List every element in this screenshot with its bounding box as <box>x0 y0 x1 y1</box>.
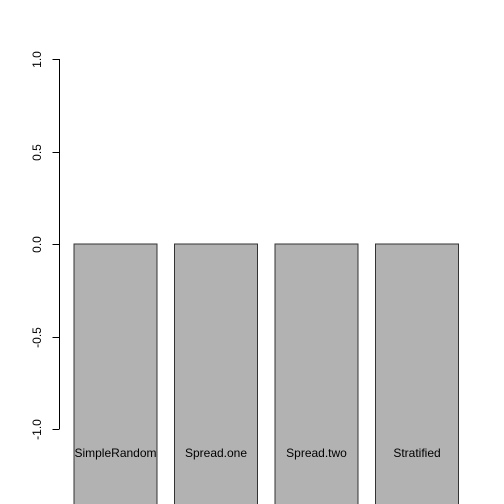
y-tick-label: 1.0 <box>30 51 44 68</box>
y-tick-label: -1.0 <box>30 419 44 440</box>
bar-spread-two <box>274 243 359 504</box>
y-tick-label: 0.0 <box>30 236 44 253</box>
bar-label-spread-one: Spread.one <box>185 446 247 460</box>
bar-label-simplerandom: SimpleRandom <box>74 446 156 460</box>
bar-simplerandom <box>73 243 158 504</box>
bar-label-spread-two: Spread.two <box>286 446 347 460</box>
y-tick-label: -0.5 <box>30 327 44 348</box>
bar-label-stratified: Stratified <box>393 446 440 460</box>
bar-labels-group: SimpleRandom Spread.one Spread.two Stratifi… <box>74 446 440 460</box>
bar-spread-one <box>174 243 258 504</box>
bars-group <box>73 243 459 504</box>
y-tick-label: 0.5 <box>30 144 44 161</box>
bar-stratified <box>375 243 459 504</box>
y-axis: -1.0 -0.5 0.0 0.5 1.0 <box>30 51 60 440</box>
